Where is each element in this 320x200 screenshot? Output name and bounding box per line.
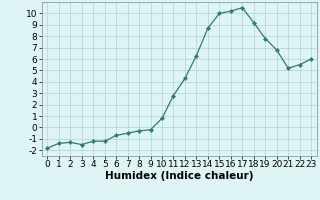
X-axis label: Humidex (Indice chaleur): Humidex (Indice chaleur) — [105, 171, 253, 181]
